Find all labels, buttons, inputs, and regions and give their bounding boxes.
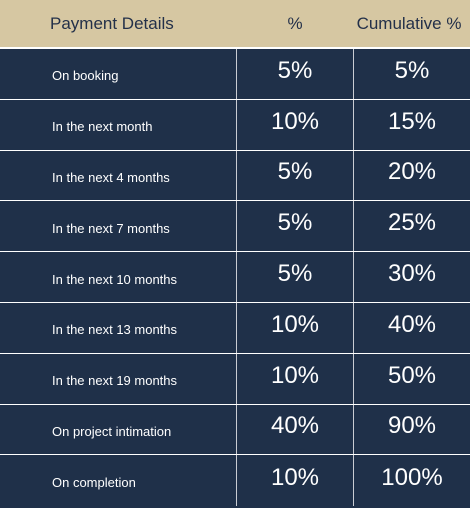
row-cumulative: 25% xyxy=(387,209,437,237)
row-cumulative: 30% xyxy=(387,260,437,288)
row-percent: 10% xyxy=(236,455,354,507)
table-row: In the next 7 months 5% 25% xyxy=(0,201,470,253)
header-payment-details: Payment Details xyxy=(50,13,174,33)
row-percent: 10% xyxy=(236,353,354,404)
row-cumulative: 40% xyxy=(387,310,437,338)
row-cumulative: 20% xyxy=(387,158,437,186)
table-row: In the next month 10% 15% xyxy=(0,99,470,151)
row-percent: 5% xyxy=(236,252,354,302)
row-label: On completion xyxy=(52,475,136,491)
table-row: In the next 13 months 10% 40% xyxy=(0,302,470,354)
row-label: In the next 19 months xyxy=(52,373,178,389)
table-body: On booking 5% 5% In the next month 10% 1… xyxy=(0,49,470,508)
row-label: In the next month xyxy=(52,119,153,135)
table-row: In the next 10 months 5% 30% xyxy=(0,252,470,303)
row-percent: 10% xyxy=(236,302,354,353)
row-percent: 5% xyxy=(236,49,354,99)
table-row: On booking 5% 5% xyxy=(0,49,470,100)
row-label: In the next 13 months xyxy=(52,322,178,338)
header-percent: % xyxy=(287,13,303,33)
header-cumulative: Cumulative % xyxy=(356,13,462,33)
row-percent: 10% xyxy=(236,99,354,150)
row-percent: 40% xyxy=(236,404,354,455)
table-row: In the next 19 months 10% 50% xyxy=(0,353,470,405)
row-cumulative: 50% xyxy=(387,361,437,389)
row-label: In the next 4 months xyxy=(52,169,170,185)
table-row: On completion 10% 100% xyxy=(0,455,470,507)
row-cumulative: 100% xyxy=(381,463,443,491)
row-cumulative: 15% xyxy=(387,107,437,135)
row-label: On project intimation xyxy=(52,423,172,439)
row-label: On booking xyxy=(52,68,119,84)
row-cumulative: 90% xyxy=(387,412,437,440)
row-cumulative: 5% xyxy=(394,56,430,84)
row-percent: 5% xyxy=(236,150,354,201)
row-percent: 5% xyxy=(236,201,354,252)
row-label: In the next 7 months xyxy=(52,220,170,236)
table-row: In the next 4 months 5% 20% xyxy=(0,150,470,202)
row-label: In the next 10 months xyxy=(52,271,178,287)
table-row: On project intimation 40% 90% xyxy=(0,404,470,456)
table-header: Payment Details % Cumulative % xyxy=(0,0,470,49)
